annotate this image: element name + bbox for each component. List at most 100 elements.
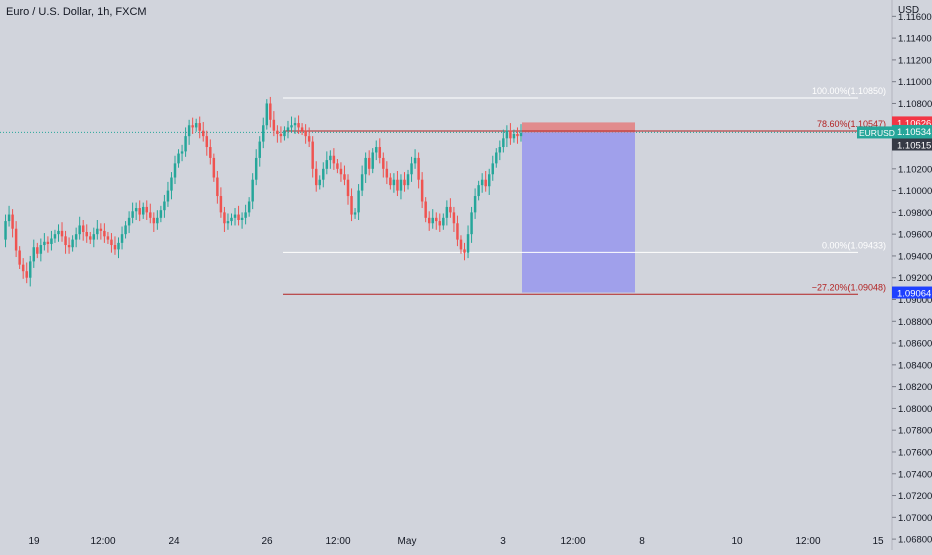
candle-body (89, 236, 92, 240)
price-tick-label: 1.07000 (898, 513, 932, 524)
candle-body (392, 179, 396, 186)
stop-loss-zone[interactable] (522, 122, 635, 133)
candle-body (254, 157, 258, 180)
candle-body (71, 239, 74, 248)
price-tick-label: 1.08800 (898, 317, 932, 328)
candle-body (311, 141, 314, 169)
take-profit-zone[interactable] (522, 132, 635, 293)
candle-body (110, 239, 113, 246)
time-tick-label: May (398, 536, 417, 547)
candle-body (364, 157, 367, 175)
candle-body (265, 103, 269, 126)
price-tick-label: 1.08000 (898, 404, 932, 415)
candle-body (449, 206, 452, 213)
candle-body (293, 123, 297, 126)
candle-body (21, 264, 25, 272)
price-axis[interactable]: 1.11600 1.11400 1.11200 1.11000 1.10800 1.106… (892, 12, 932, 546)
candle-body (85, 231, 88, 237)
candle-body (177, 153, 180, 164)
candle-body (325, 160, 329, 169)
candle-body (480, 179, 484, 186)
candle-body (438, 221, 442, 226)
price-tick-label: 1.09600 (898, 230, 932, 241)
candle-body (173, 163, 177, 178)
fib-retracement[interactable]: 100.00%(1.10850) 78.60%(1.10547) 0.00%(1.0… (283, 86, 886, 295)
candle-body (262, 125, 265, 142)
candle-body (78, 225, 81, 235)
candle-body (279, 133, 283, 137)
price-tick-label: 1.08400 (898, 360, 932, 371)
candle-body (459, 239, 463, 250)
time-tick-label: 12:00 (90, 536, 115, 547)
candle-body (138, 208, 141, 215)
candle-body (495, 152, 498, 164)
candle-body (445, 206, 449, 218)
candle-body (244, 212, 247, 218)
candle-body (272, 119, 276, 131)
price-tick-label: 1.10000 (898, 186, 932, 197)
candle-body (237, 214, 240, 220)
candle-body (470, 212, 473, 235)
position-zones[interactable] (522, 122, 635, 293)
candle-body (43, 241, 46, 246)
candle-body (350, 196, 353, 215)
current-price-marker-bg (892, 138, 932, 151)
candle-body (336, 163, 339, 169)
target-price-marker-bg (892, 286, 932, 299)
candle-body (25, 271, 28, 278)
chart-title: Euro / U.S. Dollar, 1h, FXCM (6, 6, 147, 18)
candle-body (353, 212, 357, 215)
candle-body (92, 234, 96, 240)
candle-body (519, 132, 523, 137)
time-axis[interactable]: 19 12:00 24 26 12:00 May 3 12:00 8 10 12:00 15 (28, 536, 884, 547)
price-tick-label: 1.07400 (898, 469, 932, 480)
candles (4, 96, 523, 287)
price-tick-label: 1.08200 (898, 382, 932, 393)
price-tick-label: 1.06800 (898, 535, 932, 546)
candle-body (219, 196, 223, 213)
candle-body (304, 130, 307, 137)
fib-level-label: 100.00%(1.10850) (812, 86, 886, 96)
candle-body (269, 103, 272, 120)
candle-body (152, 217, 156, 224)
candle-body (14, 228, 18, 251)
candle-body (29, 261, 32, 278)
candle-body (57, 230, 60, 235)
candle-body (505, 130, 509, 139)
candle-body (375, 147, 378, 153)
candle-body (170, 177, 173, 191)
candle-body (74, 234, 78, 240)
candle-body (300, 127, 304, 131)
candle-body (491, 163, 494, 175)
symbol-tag: EURUSD (857, 126, 895, 139)
price-tick-label: 1.07200 (898, 491, 932, 502)
candle-body (258, 141, 261, 158)
candle-body (360, 174, 364, 191)
candle-body (406, 174, 410, 186)
candle-body (463, 249, 466, 253)
candle-body (403, 179, 406, 186)
time-tick-label: 12:00 (560, 536, 585, 547)
candle-body (131, 211, 134, 218)
stop-price-marker: 1.10626 (892, 116, 932, 129)
time-tick-label: 24 (168, 536, 180, 547)
price-tick-label: 1.09200 (898, 273, 932, 284)
candle-body (357, 190, 360, 213)
price-tick-label: 1.10200 (898, 164, 932, 175)
candle-body (134, 208, 138, 212)
candle-body (81, 225, 85, 232)
candle-body (512, 133, 516, 139)
time-tick-label: 12:00 (325, 536, 350, 547)
time-tick-label: 8 (639, 536, 645, 547)
candle-body (18, 250, 21, 265)
candle-body (106, 236, 110, 240)
symbol-tag-text: EURUSD (859, 128, 895, 138)
candle-body (251, 179, 254, 202)
candle-body (103, 230, 106, 237)
candle-body (286, 127, 290, 131)
candle-body (117, 242, 120, 250)
price-unit-label: USD (898, 5, 920, 16)
candle-body (410, 163, 413, 175)
